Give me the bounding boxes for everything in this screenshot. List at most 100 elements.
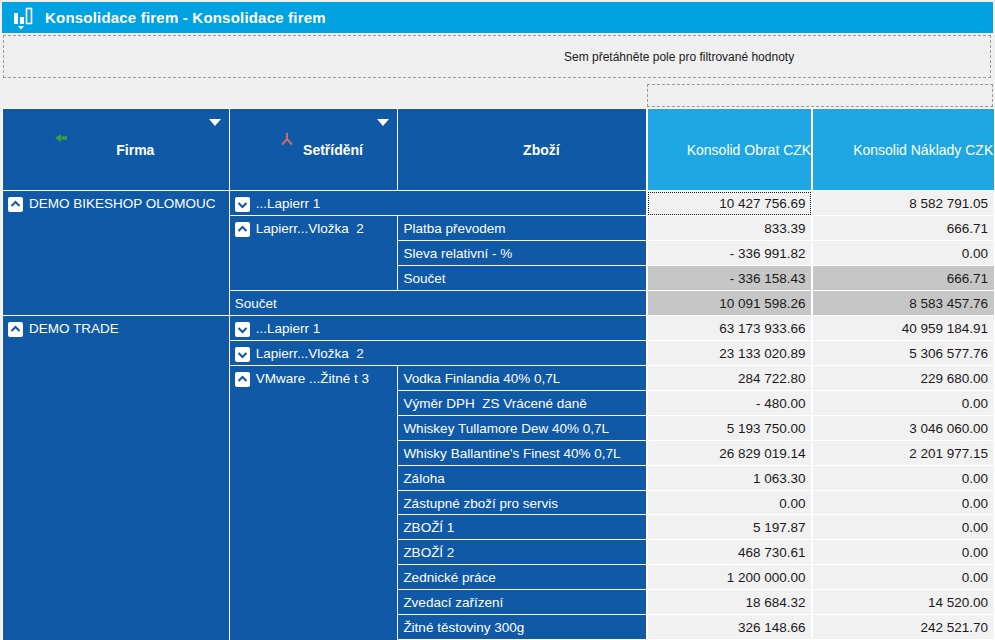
value-cell[interactable]: 0.00 bbox=[812, 565, 994, 590]
cell-value: 468 730.61 bbox=[738, 545, 806, 560]
value-cell[interactable]: 8 582 791.05 bbox=[812, 191, 994, 216]
collapse-icon[interactable] bbox=[235, 372, 250, 387]
value-cell[interactable]: 40 959 184.91 bbox=[812, 315, 994, 340]
column-header-zbozi[interactable]: Zboží bbox=[398, 109, 647, 191]
value-cell[interactable]: 229 680.00 bbox=[812, 365, 994, 390]
cell-value: 0.00 bbox=[962, 570, 988, 585]
zbozi-cell[interactable]: Výměr DPH ZS Vrácené daně bbox=[398, 390, 647, 415]
filter-fields-drop-zone[interactable]: Sem přetáhněte pole pro filtrované hodno… bbox=[3, 35, 991, 78]
value-header-obrat[interactable]: Konsolid Obrat CZK bbox=[647, 109, 813, 191]
cell-value: 0.00 bbox=[779, 495, 805, 510]
expand-icon[interactable] bbox=[235, 347, 250, 362]
value-cell[interactable]: 326 148.66 bbox=[647, 615, 813, 640]
zbozi-cell[interactable]: Záloha bbox=[398, 465, 647, 490]
collapse-icon[interactable] bbox=[235, 222, 250, 237]
setrideni-cell[interactable]: Lapierr...Vložka 2 bbox=[229, 340, 646, 365]
zbozi-cell[interactable]: Sleva relativní - % bbox=[398, 241, 647, 266]
zbozi-cell[interactable]: ZBOŽÍ 1 bbox=[398, 515, 647, 540]
zbozi-cell[interactable]: Vodka Finlandia 40% 0,7L bbox=[398, 365, 647, 390]
cell-label: Whiskey Tullamore Dew 40% 0,7L bbox=[403, 421, 609, 436]
column-header-firma[interactable]: Firma bbox=[3, 109, 230, 191]
value-cell[interactable]: 284 722.80 bbox=[647, 365, 813, 390]
cell-label: Zástupné zboží pro servis bbox=[403, 495, 558, 510]
collapse-icon[interactable] bbox=[8, 197, 23, 212]
value-cell[interactable]: 5 306 577.76 bbox=[812, 340, 994, 365]
zbozi-cell[interactable]: Zednické práce bbox=[398, 565, 647, 590]
cell-label: ...Lapierr 1 bbox=[256, 321, 321, 336]
value-header-naklady[interactable]: Konsolid Náklady CZK bbox=[812, 109, 994, 191]
cell-label: ZBOŽÍ 2 bbox=[403, 545, 454, 560]
cell-label: Sleva relativní - % bbox=[403, 246, 512, 261]
bar-chart-icon[interactable] bbox=[11, 5, 37, 31]
value-cell[interactable]: 8 583 457.76 bbox=[812, 291, 994, 316]
value-cell[interactable]: 5 193 750.00 bbox=[647, 415, 813, 440]
setrideni-cell[interactable]: Lapierr...Vložka 2 bbox=[229, 216, 398, 291]
zbozi-cell[interactable]: Zástupné zboží pro servis bbox=[398, 490, 647, 515]
value-cell[interactable]: 1 063.30 bbox=[647, 465, 813, 490]
filter-dropdown-icon[interactable] bbox=[209, 119, 221, 126]
firma-cell[interactable]: DEMO BIKESHOP OLOMOUC bbox=[3, 191, 230, 316]
value-cell[interactable]: - 336 991.82 bbox=[647, 241, 813, 266]
value-cell[interactable]: 18 684.32 bbox=[647, 590, 813, 615]
expand-icon[interactable] bbox=[235, 197, 250, 212]
cell-value: 5 306 577.76 bbox=[909, 346, 988, 361]
value-cell[interactable]: 666.71 bbox=[812, 266, 994, 291]
cell-value: 2 201 977.15 bbox=[909, 446, 988, 461]
setrideni-cell[interactable]: VMware ...Žitné t 3 bbox=[229, 365, 398, 640]
cell-value: 1 063.30 bbox=[753, 471, 806, 486]
value-cell[interactable]: - 336 158.43 bbox=[647, 266, 813, 291]
value-cell[interactable]: 0.00 bbox=[812, 241, 994, 266]
setrideni-cell[interactable]: ...Lapierr 1 bbox=[229, 315, 646, 340]
cell-value: 10 091 598.26 bbox=[719, 296, 805, 311]
value-cell[interactable]: 3 046 060.00 bbox=[812, 415, 994, 440]
setrideni-cell[interactable]: ...Lapierr 1 bbox=[229, 191, 646, 216]
value-cell[interactable]: 0.00 bbox=[812, 390, 994, 415]
cell-value: 242 521.70 bbox=[920, 620, 988, 635]
column-fields-drop-zone[interactable]: Sem pi bbox=[647, 84, 993, 107]
table-row: DEMO TRADE...Lapierr 163 173 933.6640 95… bbox=[3, 315, 995, 340]
setrideni-subtotal-cell[interactable]: Součet bbox=[229, 291, 646, 316]
value-cell[interactable]: 5 197.87 bbox=[647, 515, 813, 540]
cell-value: 40 959 184.91 bbox=[902, 321, 988, 336]
value-cell[interactable]: 26 829 019.14 bbox=[647, 440, 813, 465]
zbozi-cell[interactable]: Whisky Ballantine's Finest 40% 0,7L bbox=[398, 440, 647, 465]
firma-cell[interactable]: DEMO TRADE bbox=[3, 315, 230, 640]
cell-label: Lapierr...Vložka 2 bbox=[256, 221, 364, 236]
value-cell[interactable]: 0.00 bbox=[812, 490, 994, 515]
value-cell[interactable]: 0.00 bbox=[812, 465, 994, 490]
zbozi-cell[interactable]: ZBOŽÍ 2 bbox=[398, 540, 647, 565]
zbozi-cell[interactable]: Součet bbox=[398, 266, 647, 291]
expand-icon[interactable] bbox=[235, 322, 250, 337]
value-cell[interactable]: 63 173 933.66 bbox=[647, 315, 813, 340]
value-cell[interactable]: 242 521.70 bbox=[812, 615, 994, 640]
cell-value: 0.00 bbox=[962, 545, 988, 560]
value-cell[interactable]: 1 200 000.00 bbox=[647, 565, 813, 590]
collapse-icon[interactable] bbox=[8, 322, 23, 337]
value-cell[interactable]: 833.39 bbox=[647, 216, 813, 241]
cell-label: Součet bbox=[235, 296, 277, 311]
column-header-setrideni[interactable]: Setřídění bbox=[229, 109, 398, 191]
zbozi-cell[interactable]: Platba převodem bbox=[398, 216, 647, 241]
cell-label: Platba převodem bbox=[403, 221, 505, 236]
value-cell[interactable]: 10 091 598.26 bbox=[647, 291, 813, 316]
value-cell[interactable]: 14 520.00 bbox=[812, 590, 994, 615]
value-cell[interactable]: 0.00 bbox=[812, 540, 994, 565]
value-cell[interactable]: 0.00 bbox=[812, 515, 994, 540]
cell-value: 326 148.66 bbox=[738, 620, 806, 635]
value-cell[interactable]: - 480.00 bbox=[647, 390, 813, 415]
cell-value: 8 582 791.05 bbox=[909, 196, 988, 211]
zbozi-cell[interactable]: Whiskey Tullamore Dew 40% 0,7L bbox=[398, 415, 647, 440]
filter-dropdown-icon[interactable] bbox=[377, 119, 389, 126]
value-cell[interactable]: 2 201 977.15 bbox=[812, 440, 994, 465]
zbozi-cell[interactable]: Zvedací zařízení bbox=[398, 590, 647, 615]
value-cell[interactable]: 0.00 bbox=[647, 490, 813, 515]
zbozi-cell[interactable]: Žitné těstoviny 300g bbox=[398, 615, 647, 640]
value-cell[interactable]: 10 427 756.69 bbox=[647, 191, 813, 216]
column-header-label: Setřídění bbox=[303, 142, 363, 158]
value-cell[interactable]: 23 133 020.89 bbox=[647, 340, 813, 365]
cell-value: 8 583 457.76 bbox=[909, 296, 988, 311]
cell-value: 3 046 060.00 bbox=[909, 421, 988, 436]
cell-value: 26 829 019.14 bbox=[719, 446, 805, 461]
value-cell[interactable]: 666.71 bbox=[812, 216, 994, 241]
value-cell[interactable]: 468 730.61 bbox=[647, 540, 813, 565]
